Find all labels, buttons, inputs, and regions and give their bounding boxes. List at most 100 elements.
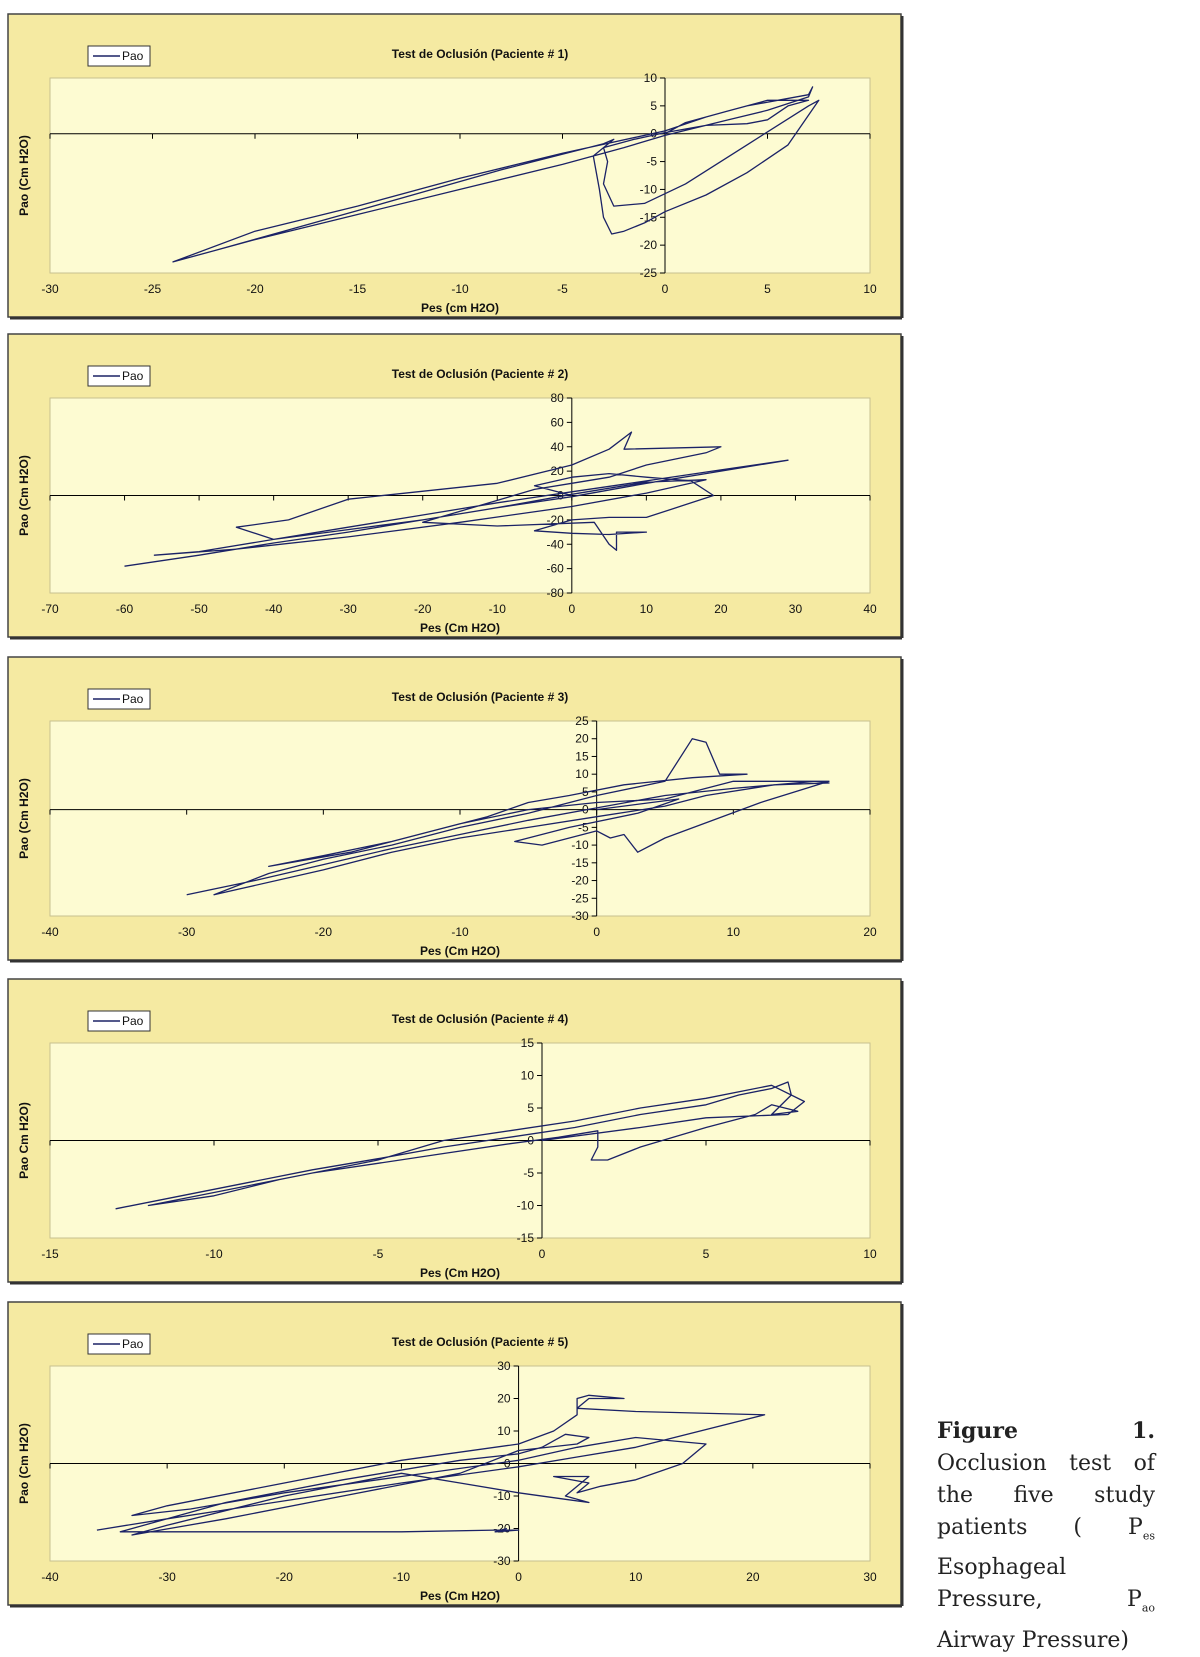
chart-5: -40 -30 -20 -10 0 10 20 30 -30 -20 -10 0 10 20 30 Test … bbox=[7, 1301, 904, 1608]
x-tick-label: -10 bbox=[393, 1570, 411, 1584]
series-line-pao bbox=[172, 86, 820, 263]
x-tick-label: -20 bbox=[246, 282, 264, 296]
y-tick-label: -20 bbox=[640, 238, 658, 252]
x-tick-label: 20 bbox=[863, 925, 877, 939]
y-axis-label: Pao Cm H2O) bbox=[17, 1102, 31, 1179]
x-tick-label: 0 bbox=[662, 282, 669, 296]
x-tick-label: -70 bbox=[41, 602, 59, 616]
y-tick-label: -10 bbox=[517, 1199, 535, 1213]
chart-1: -30 -25 -20 -15 -10 -5 0 5 10-25-20-15-10-50510T… bbox=[7, 13, 904, 320]
x-tick-label: 5 bbox=[703, 1247, 710, 1261]
y-tick-label: 5 bbox=[650, 99, 657, 113]
y-tick-label: 20 bbox=[497, 1392, 511, 1406]
legend: Pao bbox=[87, 688, 151, 710]
chart-title: Test de Oclusión (Paciente # 4) bbox=[392, 1012, 569, 1026]
x-tick-label: 10 bbox=[629, 1570, 643, 1584]
x-tick-label: 10 bbox=[863, 1247, 877, 1261]
plot-area bbox=[49, 77, 871, 274]
y-axis-label: Pao (Cm H2O) bbox=[17, 1423, 31, 1504]
x-tick-label: -40 bbox=[41, 925, 59, 939]
x-tick-label: -15 bbox=[41, 1247, 59, 1261]
y-tick-label: 20 bbox=[550, 464, 564, 478]
y-tick-label: -15 bbox=[571, 856, 589, 870]
x-tick-label: -15 bbox=[349, 282, 367, 296]
caption-sub-2: ao bbox=[1141, 1601, 1155, 1615]
y-tick-label: -30 bbox=[493, 1554, 511, 1568]
x-axis-label: Pes (cm H2O) bbox=[421, 301, 499, 315]
x-tick-label: -60 bbox=[116, 602, 134, 616]
x-tick-label: -30 bbox=[340, 602, 358, 616]
x-tick-label: -5 bbox=[557, 282, 568, 296]
x-tick-label: -20 bbox=[414, 602, 432, 616]
y-tick-label: 10 bbox=[521, 1069, 535, 1083]
x-tick-label: 0 bbox=[539, 1247, 546, 1261]
chart-title: Test de Oclusión (Paciente # 1) bbox=[392, 47, 569, 61]
x-tick-label: 10 bbox=[640, 602, 654, 616]
series-line-pao bbox=[96, 1394, 766, 1536]
legend: Pao bbox=[87, 365, 151, 387]
y-tick-label: 30 bbox=[497, 1359, 511, 1373]
y-tick-label: -80 bbox=[546, 586, 564, 600]
y-tick-label: -25 bbox=[571, 891, 589, 905]
x-tick-label: -10 bbox=[451, 925, 469, 939]
y-tick-label: 60 bbox=[550, 415, 564, 429]
y-tick-label: 10 bbox=[575, 767, 589, 781]
y-tick-label: 10 bbox=[497, 1424, 511, 1438]
y-tick-label: 0 bbox=[557, 489, 564, 503]
y-tick-label: -5 bbox=[646, 155, 657, 169]
y-tick-label: -20 bbox=[493, 1522, 511, 1536]
legend: Pao bbox=[87, 1333, 151, 1355]
caption-sub-1: es bbox=[1142, 1529, 1155, 1543]
y-tick-label: 40 bbox=[550, 440, 564, 454]
y-tick-label: -25 bbox=[640, 266, 658, 280]
y-tick-label: -10 bbox=[571, 838, 589, 852]
x-tick-label: 5 bbox=[764, 282, 771, 296]
y-tick-label: 15 bbox=[575, 749, 589, 763]
x-tick-label: -30 bbox=[158, 1570, 176, 1584]
chart-panel-2: -70 -60 -50 -40 -30 -20 -10 0 10 20 30 40 -80 -60 -40-… bbox=[0, 330, 910, 648]
legend-label: Pao bbox=[122, 1337, 144, 1351]
x-axis-label: Pes (Cm H2O) bbox=[420, 621, 500, 635]
chart-panel-5: -40 -30 -20 -10 0 10 20 30 -30 -20 -10 0 10 20 30 Test … bbox=[0, 1298, 910, 1616]
x-tick-label: -5 bbox=[373, 1247, 384, 1261]
caption-text-1: Occlusion test of the five study patient… bbox=[937, 1451, 1155, 1540]
x-tick-label: -20 bbox=[315, 925, 333, 939]
y-tick-label: 25 bbox=[575, 714, 589, 728]
y-tick-label: 10 bbox=[644, 71, 658, 85]
y-axis-label: Pao (Cm H2O) bbox=[17, 135, 31, 216]
y-tick-label: -60 bbox=[546, 562, 564, 576]
chart-panel-4: -15 -10 -5 0 5 10 -15 -10 -5 0 5 10 15 Test de Oclusi… bbox=[0, 975, 910, 1293]
y-tick-label: 20 bbox=[575, 732, 589, 746]
x-axis-label: Pes (Cm H2O) bbox=[420, 944, 500, 958]
x-tick-label: -40 bbox=[41, 1570, 59, 1584]
y-tick-label: 5 bbox=[527, 1101, 534, 1115]
figure-caption: Figure 1. Occlusion test of the five stu… bbox=[937, 1415, 1155, 1657]
caption-label: Figure 1. bbox=[937, 1418, 1155, 1444]
y-tick-label: 15 bbox=[521, 1036, 535, 1050]
plot-area bbox=[49, 720, 871, 917]
x-tick-label: -10 bbox=[205, 1247, 223, 1261]
x-tick-label: 40 bbox=[863, 602, 877, 616]
caption-text-3: Airway Pressure) bbox=[937, 1627, 1130, 1653]
x-tick-label: 10 bbox=[863, 282, 877, 296]
chart-panel-1: -30 -25 -20 -15 -10 -5 0 5 10 -25 -20 -15 -10 -5 0 5 10 T… bbox=[0, 10, 910, 328]
y-tick-label: -40 bbox=[546, 537, 564, 551]
x-tick-label: 20 bbox=[746, 1570, 760, 1584]
legend: Pao bbox=[87, 45, 151, 67]
x-tick-label: -20 bbox=[276, 1570, 294, 1584]
x-tick-label: -10 bbox=[451, 282, 469, 296]
legend-label: Pao bbox=[122, 692, 144, 706]
x-tick-label: -10 bbox=[489, 602, 507, 616]
y-tick-label: -10 bbox=[493, 1489, 511, 1503]
x-tick-label: -30 bbox=[41, 282, 59, 296]
x-tick-label: -40 bbox=[265, 602, 283, 616]
chart-title: Test de Oclusión (Paciente # 3) bbox=[392, 690, 569, 704]
x-tick-label: 30 bbox=[863, 1570, 877, 1584]
series-line-pao bbox=[124, 431, 789, 567]
x-tick-label: -50 bbox=[190, 602, 208, 616]
x-axis-label: Pes (Cm H2O) bbox=[420, 1589, 500, 1603]
y-tick-label: -15 bbox=[517, 1231, 535, 1245]
legend-label: Pao bbox=[122, 1014, 144, 1028]
legend-label: Pao bbox=[122, 49, 144, 63]
y-tick-label: -5 bbox=[578, 820, 589, 834]
